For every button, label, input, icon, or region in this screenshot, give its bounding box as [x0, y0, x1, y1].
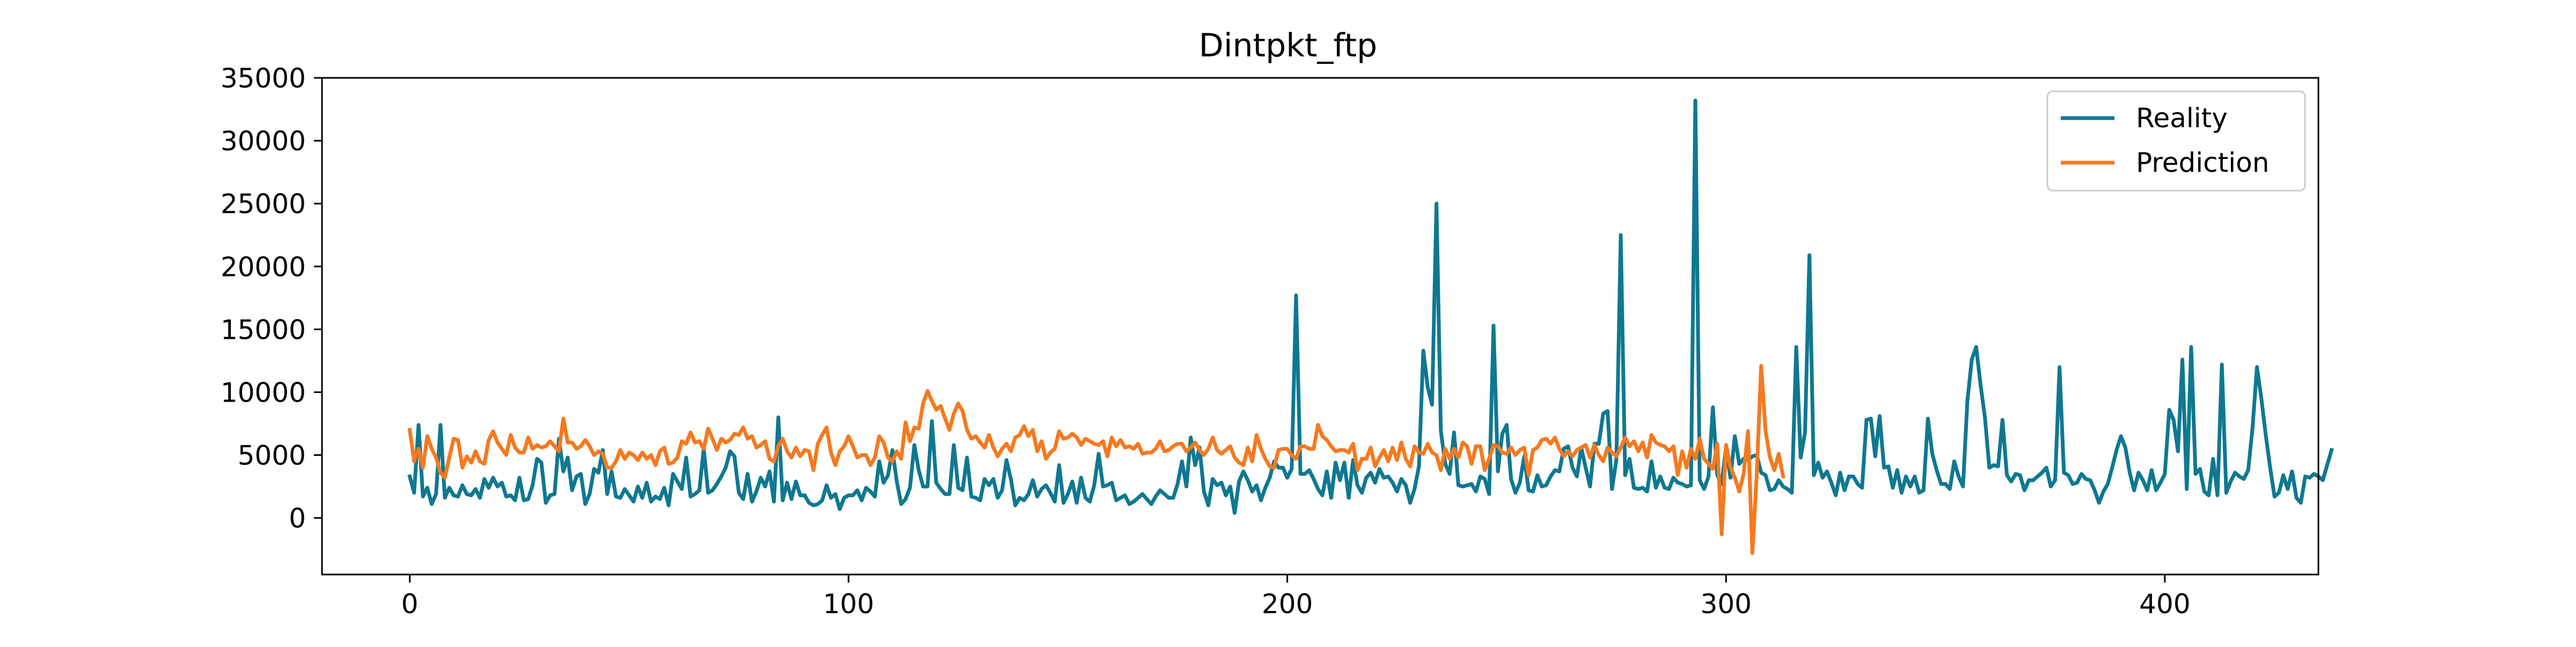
- series-line-0: [407, 98, 2334, 515]
- y-tick-label-7: 35000: [221, 63, 306, 94]
- chart-title: Dintpkt_ftp: [1199, 27, 1377, 64]
- legend: Reality Prediction: [2046, 90, 2306, 192]
- plot-frame: [321, 77, 2319, 576]
- series-line-1: [407, 364, 1785, 555]
- series-layer: [407, 98, 2334, 555]
- y-tick-label-5: 25000: [221, 188, 306, 220]
- y-tick-label-3: 15000: [221, 314, 306, 345]
- x-tick-label-4: 400: [2139, 588, 2190, 620]
- x-tick-label-0: 0: [401, 588, 419, 620]
- legend-label-1: Prediction: [2136, 147, 2269, 178]
- legend-label-0: Reality: [2136, 103, 2228, 134]
- y-tick-label-2: 10000: [221, 377, 306, 408]
- y-tick-label-4: 20000: [221, 251, 306, 282]
- y-tick-label-1: 5000: [238, 440, 306, 471]
- axes-layer: 0 100 200 300 400 0 5000 10000 15000 20000 25000 30…: [221, 63, 2319, 620]
- y-tick-label-6: 30000: [221, 126, 306, 157]
- legend-box: [2046, 90, 2306, 192]
- x-tick-label-1: 100: [823, 588, 874, 620]
- y-tick-label-0: 0: [289, 503, 306, 534]
- x-tick-label-2: 200: [1262, 588, 1313, 620]
- x-tick-label-3: 300: [1701, 588, 1752, 620]
